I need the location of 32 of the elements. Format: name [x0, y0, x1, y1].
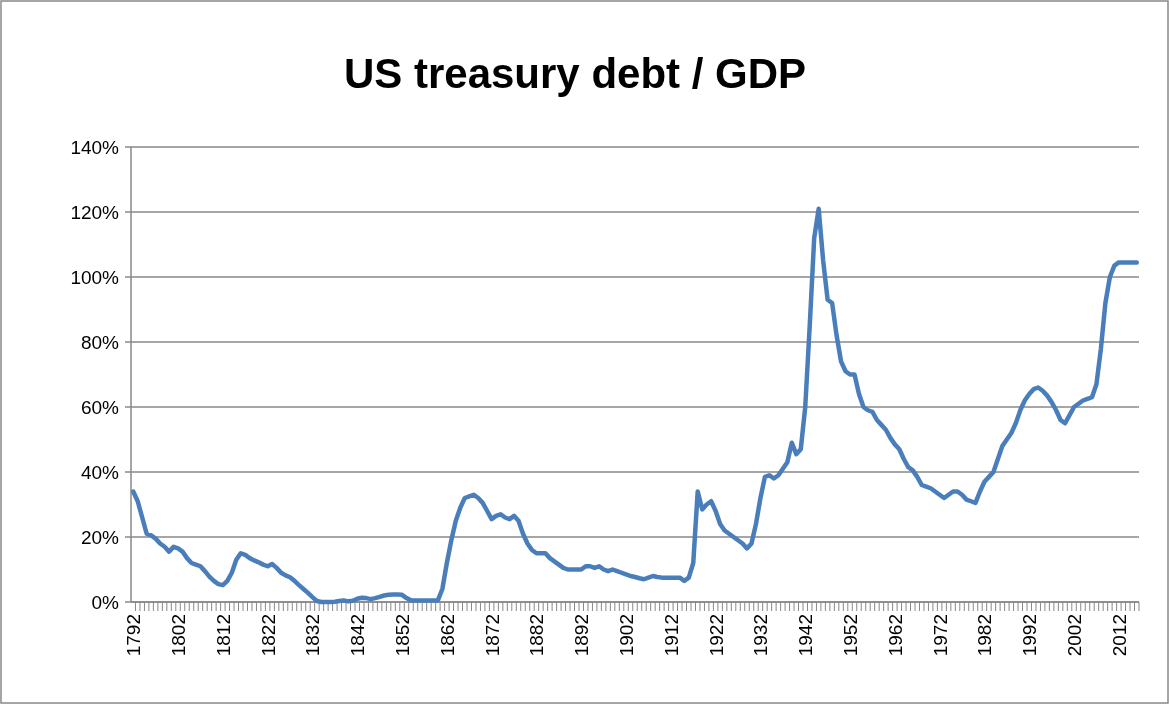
- x-tick-label: 1962: [884, 614, 906, 657]
- y-tick-label: 40%: [80, 461, 120, 483]
- x-tick-label: 1832: [302, 614, 324, 657]
- x-tick-label: 1852: [392, 614, 414, 657]
- x-tick-label: 1912: [660, 614, 682, 657]
- y-tick-label: 140%: [70, 136, 120, 158]
- x-tick-label: 1812: [212, 614, 234, 657]
- y-tick-label: 0%: [91, 591, 120, 613]
- y-tick-label: 20%: [80, 526, 120, 548]
- x-tick-label: 1922: [705, 614, 727, 657]
- x-tick-label: 1872: [481, 614, 503, 657]
- y-tick-label: 60%: [80, 396, 120, 418]
- x-tick-label: 1842: [347, 614, 369, 657]
- chart-title: US treasury debt / GDP: [343, 50, 807, 97]
- x-tick-label: 1862: [436, 614, 458, 657]
- x-tick-label: 1932: [750, 614, 772, 657]
- x-tick-label: 1992: [1019, 614, 1041, 657]
- x-tick-label: 1902: [616, 614, 638, 657]
- x-tick-label: 2012: [1108, 614, 1130, 657]
- x-tick-label: 1892: [571, 614, 593, 657]
- x-tick-label: 1952: [840, 614, 862, 657]
- x-tick-label: 1792: [123, 614, 145, 657]
- x-tick-label: 1972: [929, 614, 951, 657]
- x-tick-label: 1802: [168, 614, 190, 657]
- x-tick-label: 1942: [795, 614, 817, 657]
- x-tick-label: 2002: [1064, 614, 1086, 657]
- y-tick-label: 80%: [80, 331, 120, 353]
- x-tick-label: 1882: [526, 614, 548, 657]
- y-tick-label: 100%: [70, 266, 120, 288]
- x-tick-label: 1822: [257, 614, 279, 657]
- x-tick-label: 1982: [974, 614, 996, 657]
- y-tick-label: 120%: [70, 201, 120, 223]
